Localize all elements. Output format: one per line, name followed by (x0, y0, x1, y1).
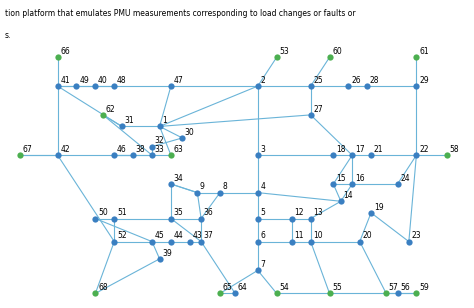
Text: 8: 8 (223, 182, 228, 192)
Text: 29: 29 (419, 76, 428, 85)
Text: 59: 59 (419, 283, 429, 292)
Text: 31: 31 (125, 116, 134, 125)
Text: 33: 33 (155, 145, 164, 154)
Text: 24: 24 (400, 174, 410, 183)
Text: 42: 42 (60, 145, 70, 154)
Text: 39: 39 (162, 249, 172, 258)
Text: 6: 6 (260, 231, 265, 241)
Text: 30: 30 (185, 128, 195, 137)
Text: 66: 66 (60, 47, 70, 56)
Text: tion platform that emulates PMU measurements corresponding to load changes or fa: tion platform that emulates PMU measurem… (5, 9, 356, 18)
Text: 27: 27 (313, 105, 323, 114)
Text: 21: 21 (374, 145, 383, 154)
Text: 43: 43 (192, 231, 202, 241)
Text: 34: 34 (173, 174, 183, 183)
Text: 17: 17 (355, 145, 365, 154)
Text: 49: 49 (79, 76, 89, 85)
Text: 64: 64 (238, 283, 247, 292)
Text: 40: 40 (98, 76, 108, 85)
Text: 37: 37 (204, 231, 213, 241)
Text: 15: 15 (336, 174, 346, 183)
Text: 57: 57 (389, 283, 399, 292)
Text: 16: 16 (355, 174, 365, 183)
Text: 60: 60 (332, 47, 342, 56)
Text: 48: 48 (117, 76, 127, 85)
Text: 12: 12 (294, 209, 304, 217)
Text: 35: 35 (173, 209, 183, 217)
Text: 9: 9 (200, 182, 205, 192)
Text: 2: 2 (260, 76, 265, 85)
Text: 22: 22 (419, 145, 428, 154)
Text: 68: 68 (98, 283, 108, 292)
Text: 7: 7 (260, 260, 265, 269)
Text: 65: 65 (223, 283, 232, 292)
Text: 63: 63 (173, 145, 183, 154)
Text: 51: 51 (117, 209, 127, 217)
Text: 32: 32 (155, 136, 164, 145)
Text: 13: 13 (313, 209, 323, 217)
Text: 46: 46 (117, 145, 127, 154)
Text: 52: 52 (117, 231, 127, 241)
Text: 25: 25 (313, 76, 323, 85)
Text: 55: 55 (332, 283, 342, 292)
Text: 50: 50 (98, 209, 108, 217)
Text: 38: 38 (136, 145, 146, 154)
Text: 36: 36 (204, 209, 213, 217)
Text: 54: 54 (279, 283, 289, 292)
Text: 3: 3 (260, 145, 265, 154)
Text: 62: 62 (106, 105, 115, 114)
Text: 23: 23 (411, 231, 421, 241)
Text: 11: 11 (294, 231, 304, 241)
Text: 26: 26 (351, 76, 361, 85)
Text: 58: 58 (449, 145, 459, 154)
Text: 45: 45 (155, 231, 164, 241)
Text: 20: 20 (363, 231, 372, 241)
Text: 19: 19 (374, 203, 383, 212)
Text: 18: 18 (336, 145, 346, 154)
Text: 1: 1 (162, 116, 167, 125)
Text: 44: 44 (173, 231, 183, 241)
Text: 28: 28 (370, 76, 379, 85)
Text: 56: 56 (400, 283, 410, 292)
Text: 14: 14 (344, 191, 353, 200)
Text: 4: 4 (260, 182, 265, 192)
Text: 67: 67 (22, 145, 32, 154)
Text: 41: 41 (60, 76, 70, 85)
Text: 5: 5 (260, 209, 265, 217)
Text: 53: 53 (279, 47, 289, 56)
Text: s.: s. (5, 31, 11, 40)
Text: 61: 61 (419, 47, 428, 56)
Text: 47: 47 (173, 76, 183, 85)
Text: 10: 10 (313, 231, 323, 241)
